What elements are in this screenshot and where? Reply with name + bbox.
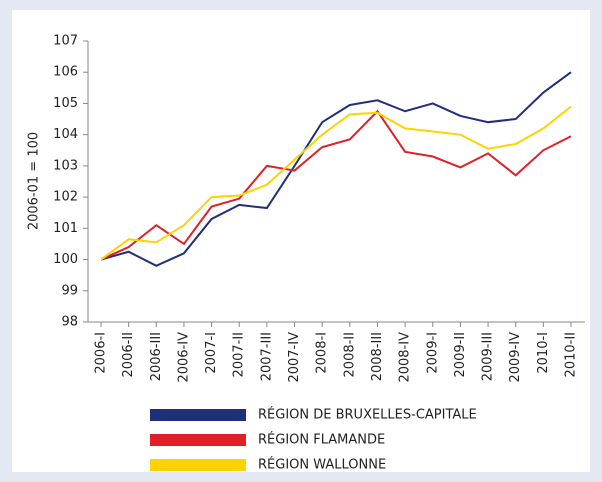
series-line (100, 109, 572, 261)
x-tick-label: 2008-IV (398, 332, 413, 383)
x-tick-label: 2006-III (149, 332, 164, 381)
legend-label: RÉGION WALLONNE (258, 457, 386, 473)
x-tick-label: 2007-I (204, 332, 219, 374)
series-line (100, 105, 572, 261)
y-axis-label: 2006-01 = 100 (27, 132, 42, 230)
y-tick-label: 102 (53, 190, 78, 205)
y-tick-label: 107 (53, 34, 78, 49)
x-tick-label: 2008-I (315, 332, 330, 374)
x-tick-label: 2007-II (232, 332, 247, 377)
y-tick-label: 99 (61, 283, 78, 298)
x-tick-label: 2006-IV (176, 332, 191, 383)
y-tick-label: 101 (53, 221, 78, 236)
legend-swatch (150, 459, 246, 471)
x-tick-label: 2010-II (564, 332, 579, 377)
legend-swatch (150, 409, 246, 421)
x-tick-label: 2009-III (481, 332, 496, 381)
x-tick-label: 2007-III (259, 332, 274, 381)
x-tick-label: 2007-IV (287, 332, 302, 383)
y-tick-label: 104 (53, 127, 78, 142)
legend-swatch (150, 434, 246, 446)
x-tick-label: 2009-II (453, 332, 468, 377)
y-tick-label: 106 (53, 65, 78, 80)
x-tick-label: 2006-I (94, 332, 109, 374)
legend-label: RÉGION FLAMANDE (258, 432, 385, 448)
y-tick-label: 100 (53, 252, 78, 267)
series-line (100, 71, 572, 267)
x-tick-label: 2010-I (536, 332, 551, 374)
x-tick-label: 2008-III (370, 332, 385, 381)
x-tick-label: 2009-I (425, 332, 440, 374)
y-tick-label: 103 (53, 158, 78, 173)
legend-label: RÉGION DE BRUXELLES-CAPITALE (258, 407, 477, 423)
x-tick-label: 2009-IV (508, 332, 523, 383)
x-tick-label: 2008-II (342, 332, 357, 377)
y-tick-label: 98 (61, 315, 78, 330)
x-tick-label: 2006-II (121, 332, 136, 377)
y-tick-label: 105 (53, 96, 78, 111)
panel (12, 10, 590, 472)
